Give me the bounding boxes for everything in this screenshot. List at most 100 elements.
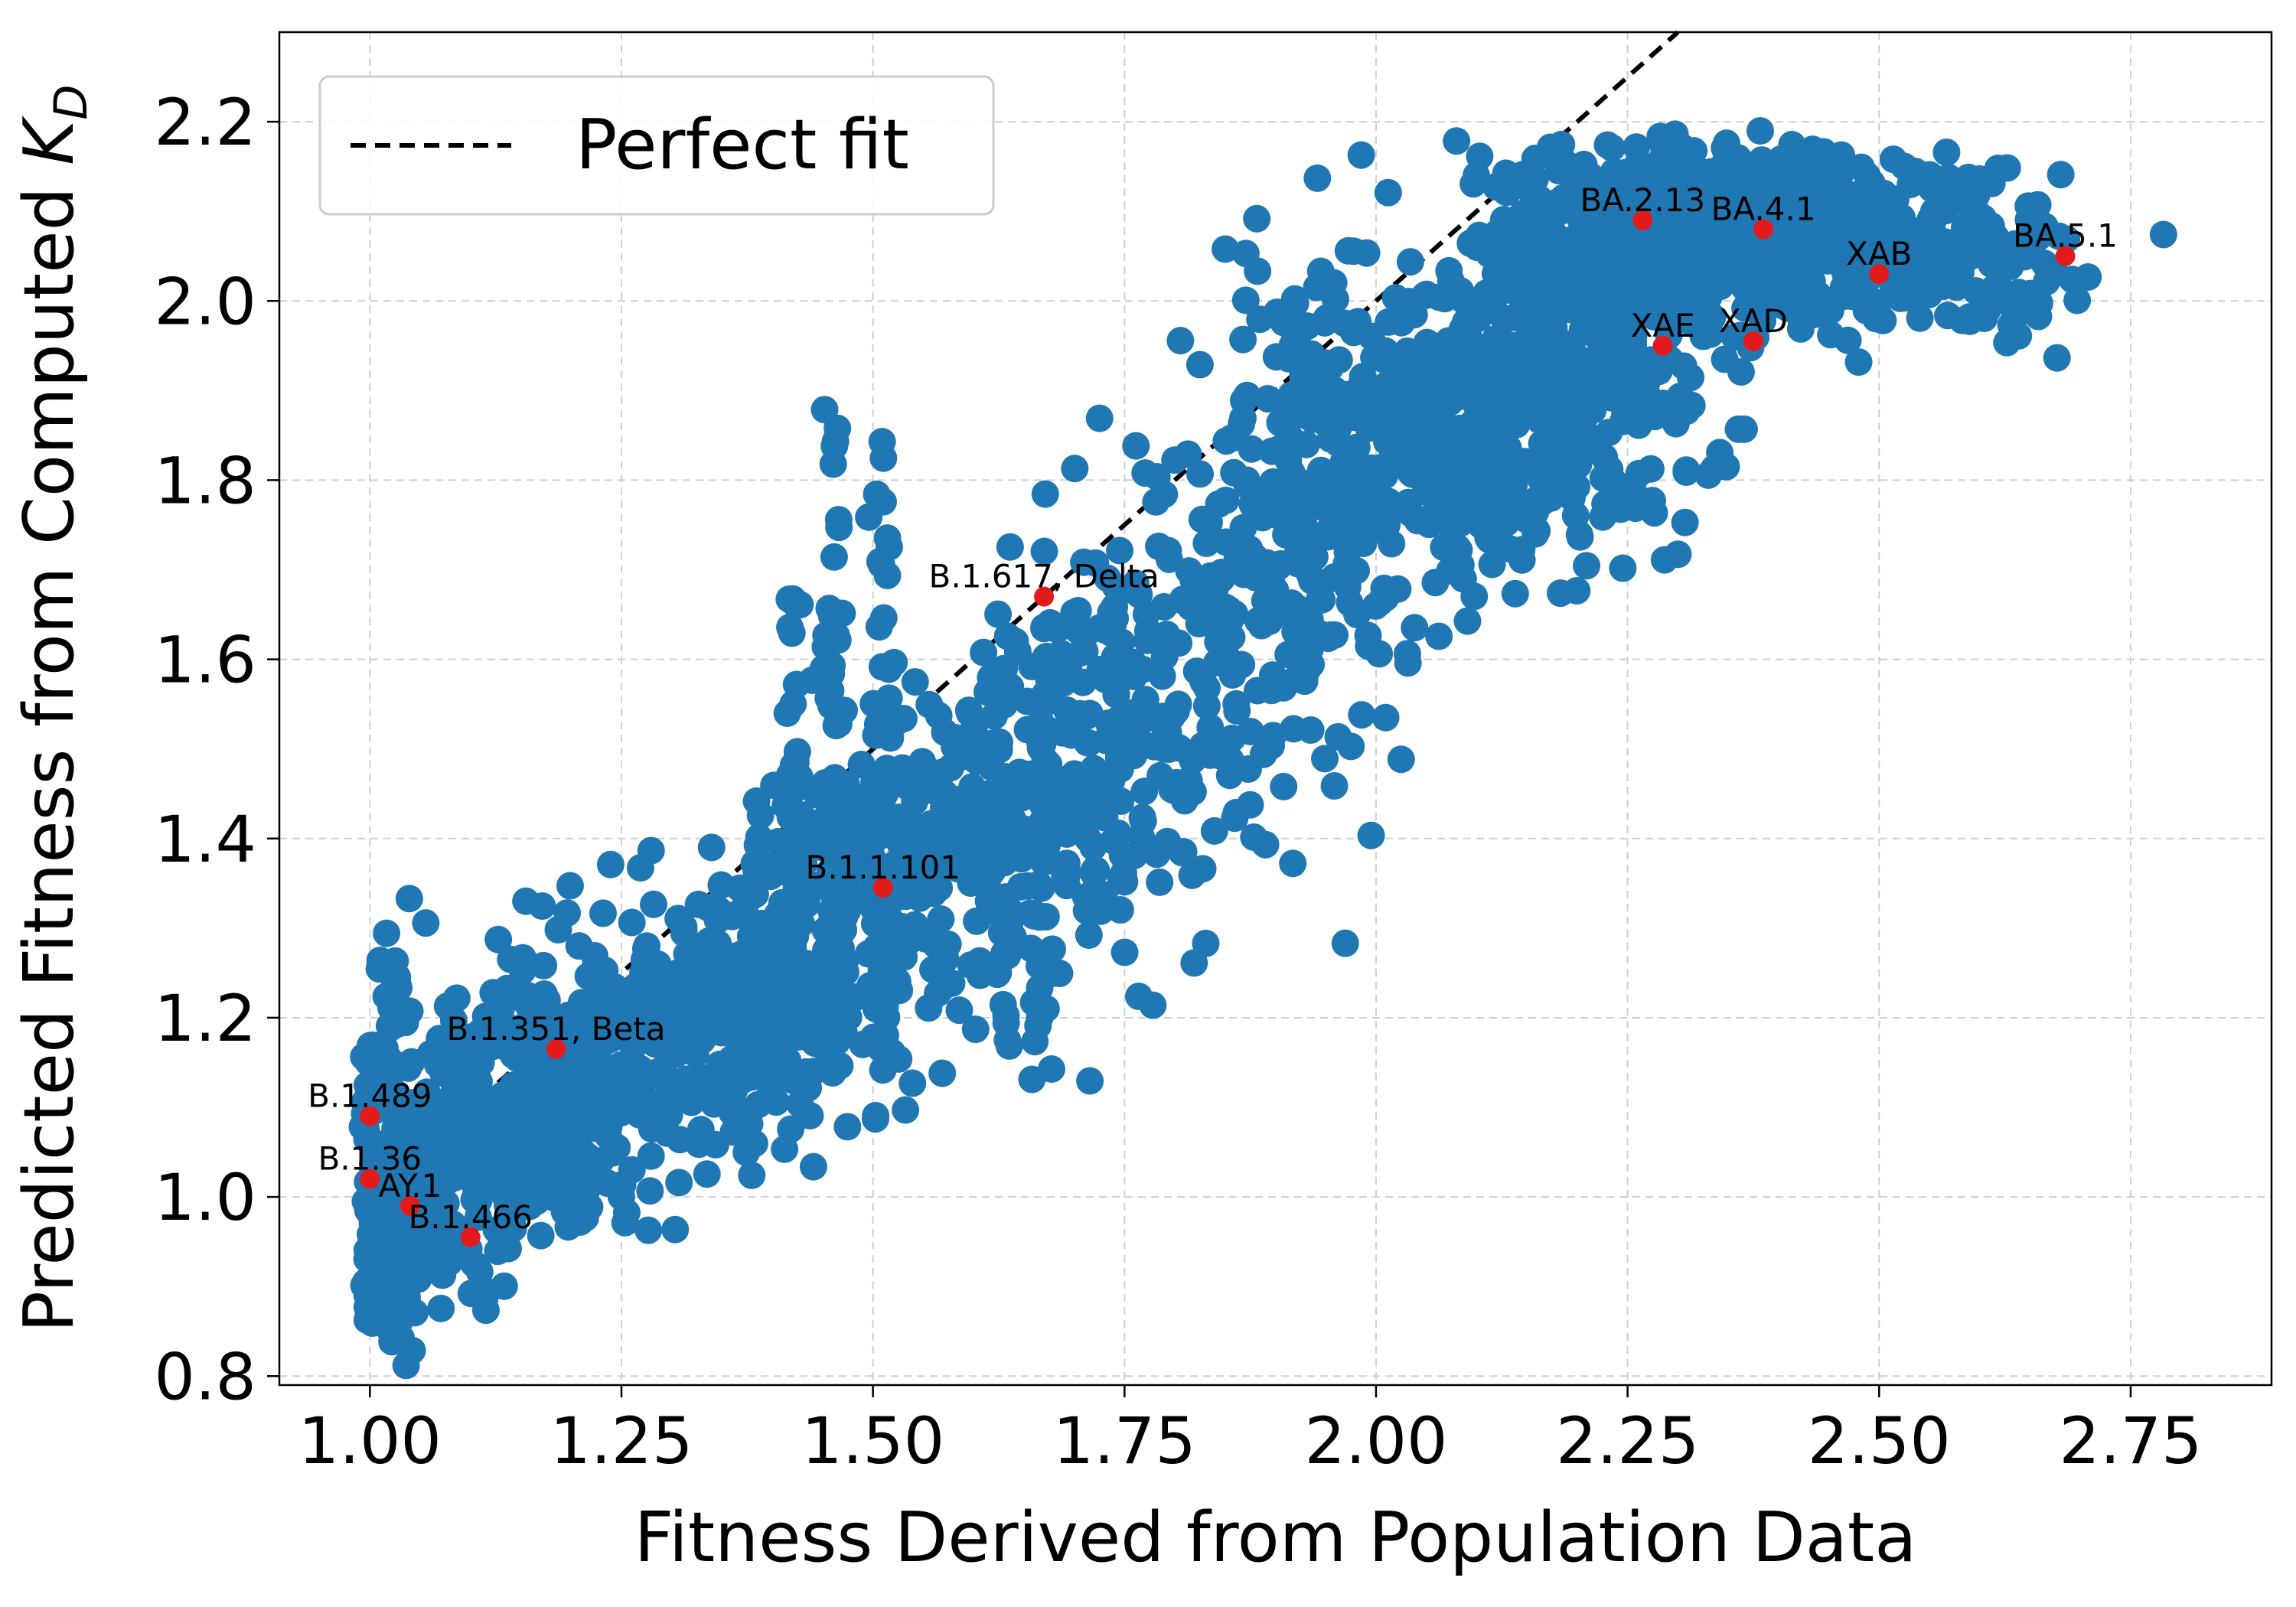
data-point bbox=[1382, 389, 1411, 417]
point-annotation: B.1.466 bbox=[409, 1198, 533, 1236]
x-tick-label: 2.50 bbox=[1808, 1403, 1951, 1478]
data-point bbox=[525, 995, 553, 1023]
data-point bbox=[1700, 275, 1728, 304]
x-tick-label: 2.25 bbox=[1556, 1403, 1699, 1478]
data-point bbox=[1844, 348, 1873, 376]
data-point bbox=[1906, 304, 1934, 332]
data-point bbox=[992, 1002, 1020, 1030]
data-point bbox=[1704, 224, 1733, 253]
highlighted-point bbox=[1869, 264, 1890, 285]
data-point bbox=[665, 1169, 693, 1197]
data-point bbox=[640, 890, 668, 918]
data-point bbox=[1085, 404, 1114, 432]
data-point bbox=[1175, 557, 1203, 585]
data-point bbox=[1229, 325, 1257, 354]
data-point bbox=[580, 1034, 608, 1062]
data-point bbox=[1876, 197, 1904, 226]
data-point bbox=[679, 973, 707, 1002]
data-point bbox=[1506, 539, 1534, 568]
data-point bbox=[1375, 308, 1403, 336]
data-point bbox=[873, 524, 902, 553]
point-annotation: AY.1 bbox=[379, 1167, 442, 1204]
data-point bbox=[603, 1133, 631, 1162]
data-point bbox=[1932, 139, 1961, 167]
point-annotation: B.1.1.101 bbox=[806, 849, 960, 886]
data-point bbox=[784, 1060, 813, 1088]
data-point bbox=[1222, 689, 1251, 718]
data-point bbox=[618, 908, 646, 937]
data-point bbox=[1104, 819, 1132, 847]
data-point bbox=[905, 884, 934, 912]
data-point bbox=[908, 825, 936, 853]
point-annotation: B.1.351, Beta bbox=[447, 1010, 666, 1048]
highlighted-point bbox=[460, 1227, 481, 1247]
highlighted-points bbox=[360, 210, 2076, 1247]
data-point bbox=[952, 725, 980, 754]
data-point bbox=[1452, 464, 1480, 493]
data-point bbox=[1897, 273, 1926, 302]
data-point bbox=[1625, 459, 1653, 487]
data-point bbox=[465, 1186, 493, 1214]
data-point bbox=[1192, 692, 1221, 720]
data-point bbox=[1649, 141, 1678, 169]
data-point bbox=[1387, 745, 1415, 774]
data-point bbox=[491, 1183, 520, 1211]
data-point bbox=[1204, 733, 1232, 761]
data-point bbox=[1189, 855, 1217, 883]
data-point bbox=[748, 988, 776, 1016]
x-tick-label: 1.50 bbox=[801, 1403, 944, 1478]
point-annotation: XAE bbox=[1631, 307, 1695, 344]
data-point bbox=[1342, 433, 1371, 461]
data-point bbox=[888, 913, 916, 941]
data-point bbox=[380, 1236, 409, 1264]
data-point bbox=[1378, 417, 1407, 445]
data-point bbox=[1746, 117, 1774, 145]
x-tick-label: 2.00 bbox=[1304, 1403, 1447, 1478]
data-point bbox=[1314, 523, 1342, 551]
data-point bbox=[1154, 536, 1182, 565]
data-point bbox=[1402, 366, 1430, 394]
data-point bbox=[1817, 287, 1845, 315]
data-point bbox=[1515, 360, 1544, 388]
data-point bbox=[1394, 649, 1422, 677]
data-point bbox=[1164, 690, 1192, 719]
data-point bbox=[921, 931, 950, 960]
data-point bbox=[1247, 611, 1276, 640]
data-point bbox=[1569, 256, 1597, 284]
data-point bbox=[1102, 680, 1130, 709]
data-point bbox=[1615, 255, 1643, 283]
data-point bbox=[512, 887, 540, 915]
data-point bbox=[1259, 722, 1287, 750]
data-point bbox=[1081, 549, 1110, 577]
data-point bbox=[1305, 586, 1333, 614]
y-axis-label-symbol: K bbox=[9, 116, 90, 165]
data-point bbox=[810, 769, 839, 797]
data-point bbox=[951, 784, 979, 813]
data-point bbox=[915, 690, 944, 719]
data-point bbox=[855, 849, 883, 877]
data-point bbox=[1237, 717, 1265, 745]
data-point bbox=[1620, 488, 1649, 517]
point-annotation: B.1.489 bbox=[308, 1077, 432, 1115]
data-point bbox=[553, 1004, 581, 1032]
y-tick-label: 1.8 bbox=[154, 443, 256, 518]
data-point bbox=[1365, 640, 1394, 668]
data-point bbox=[817, 970, 846, 999]
data-point bbox=[634, 1216, 663, 1244]
data-point bbox=[1343, 601, 1371, 629]
data-point bbox=[984, 600, 1013, 628]
data-point bbox=[373, 919, 401, 947]
data-point bbox=[2149, 220, 2177, 249]
data-point bbox=[1071, 637, 1099, 666]
data-point bbox=[899, 1069, 927, 1097]
data-point bbox=[863, 710, 892, 738]
point-annotation: XAB bbox=[1846, 235, 1912, 272]
data-point bbox=[799, 1152, 827, 1181]
data-point bbox=[1320, 771, 1349, 800]
data-point bbox=[1354, 494, 1382, 523]
data-point bbox=[509, 944, 537, 972]
data-point bbox=[439, 1164, 468, 1192]
data-point bbox=[742, 857, 771, 885]
data-point bbox=[1769, 197, 1798, 226]
